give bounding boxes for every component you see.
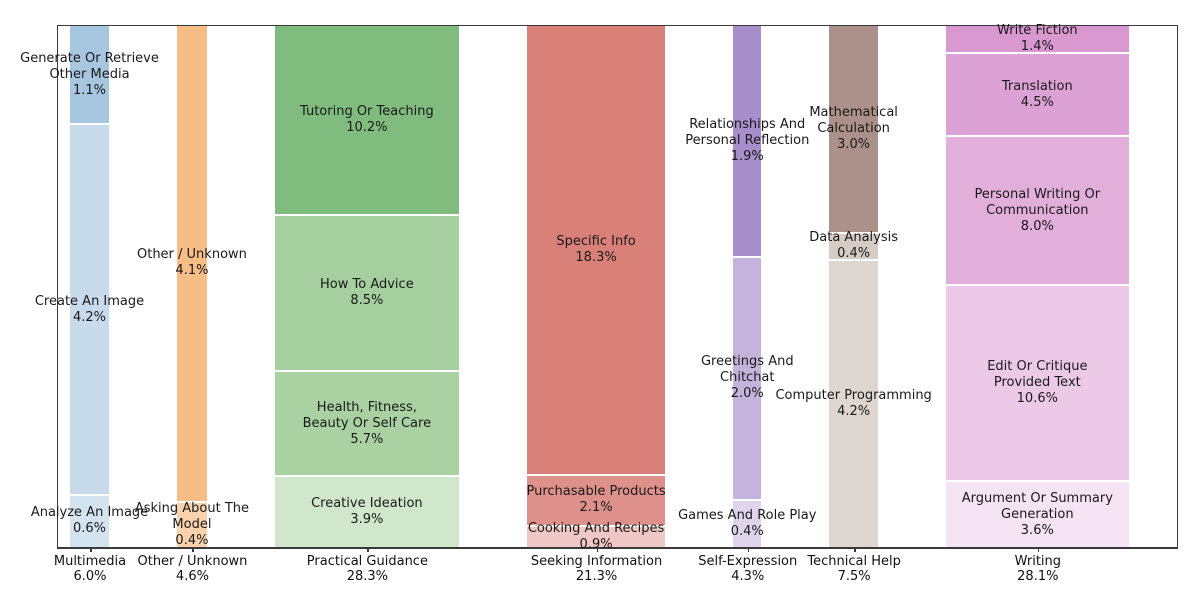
segment-other-unknown: Other / Unknown 4.1% [137,26,247,501]
segment-label-write-fiction: Write Fiction 1.4% [996,22,1078,54]
bar-writing: Write Fiction 1.4% Translation 4.5% Person… [946,22,1129,547]
bar-multimedia: Generate Or Retrieve Other Media 1.1% Cre… [20,26,159,547]
segment-mathematical-calculation: Mathematical Calculation 3.0% [809,26,898,232]
x-tick-multimedia [90,548,92,552]
segment-computer-programming: Computer Programming 4.2% [775,259,932,547]
segment-label-health-fitness-beauty-or-self-care: Health, Fitness, Beauty Or Self Care 5.7… [302,399,432,447]
x-label-other-unknown: Other / Unknown 4.6% [137,554,248,584]
segment-create-an-image: Create An Image 4.2% [35,123,144,494]
bar-technical-help: Mathematical Calculation 3.0% Data Analys… [775,26,932,547]
segment-label-tutoring-or-teaching: Tutoring Or Teaching 10.2% [299,103,434,135]
segment-label-games-and-role-play: Games And Role Play 0.4% [678,507,817,539]
segment-label-asking-about-the-model: Asking About The Model 0.4% [134,500,250,548]
segment-label-data-analysis: Data Analysis 0.4% [809,230,898,262]
segment-label-creative-ideation: Creative Ideation 3.9% [311,496,423,528]
segment-analyze-an-image: Analyze An Image 0.6% [31,494,148,547]
segment-label-analyze-an-image: Analyze An Image 0.6% [30,505,149,537]
segment-tutoring-or-teaching: Tutoring Or Teaching 10.2% [274,26,459,214]
x-label-writing: Writing 28.1% [1014,554,1062,584]
segment-label-edit-or-critique-provided-text: Edit Or Critique Provided Text 10.6% [987,358,1088,406]
bar-self-expression: Relationships And Personal Reflection 1.… [678,26,816,547]
x-tick-seeking-information [596,548,599,552]
segment-label-computer-programming: Computer Programming 4.2% [775,388,932,420]
segment-greetings-and-chitchat: Greetings And Chitchat 2.0% [701,256,794,499]
segment-label-translation: Translation 4.5% [1001,78,1073,110]
segment-label-create-an-image: Create An Image 4.2% [34,293,145,325]
bar-other-unknown: Other / Unknown 4.1% Asking About The Mod… [135,26,249,548]
segment-label-other-unknown: Other / Unknown 4.1% [136,247,247,279]
segment-cooking-and-recipes: Cooking And Recipes 0.9% [526,521,666,552]
segment-label-specific-info: Specific Info 18.3% [556,233,636,265]
plot-area: Generate Or Retrieve Other Media 1.1% Cre… [20,22,1178,552]
segment-label-personal-writing-or-communication: Personal Writing Or Communication 8.0% [974,186,1101,234]
segment-relationships-and-personal-reflection: Relationships And Personal Reflection 1.… [685,26,809,257]
x-tick-practical-guidance [367,548,369,552]
x-tick-self-expression [747,548,750,552]
x-label-multimedia: Multimedia 6.0% [53,554,127,584]
segment-translation: Translation 4.5% [946,51,1129,136]
segment-games-and-role-play: Games And Role Play 0.4% [678,498,816,547]
segment-how-to-advice: How To Advice 8.5% [274,213,459,371]
segment-label-mathematical-calculation: Mathematical Calculation 3.0% [809,104,898,152]
segment-argument-or-summary-generation: Argument Or Summary Generation 3.6% [946,480,1129,547]
segment-label-purchasable-products: Purchasable Products 2.1% [526,484,666,516]
x-label-technical-help: Technical Help 7.5% [807,554,901,584]
segment-data-analysis: Data Analysis 0.4% [809,230,898,261]
segment-personal-writing-or-communication: Personal Writing Or Communication 8.0% [946,135,1129,284]
segment-creative-ideation: Creative Ideation 3.9% [274,475,459,547]
segment-label-relationships-and-personal-reflection: Relationships And Personal Reflection 1.… [685,117,810,165]
segment-purchasable-products: Purchasable Products 2.1% [526,473,666,525]
x-tick-technical-help [854,548,856,552]
x-label-practical-guidance: Practical Guidance 28.3% [306,554,428,584]
segment-health-fitness-beauty-or-self-care: Health, Fitness, Beauty Or Self Care 5.7… [274,370,459,476]
x-tick-writing [1037,548,1040,552]
bar-practical-guidance: Tutoring Or Teaching 10.2% How To Advice … [274,26,459,547]
x-tick-other-unknown [192,548,194,552]
x-label-seeking-information: Seeking Information 21.3% [530,554,663,584]
segment-generate-or-retrieve-other-media: Generate Or Retrieve Other Media 1.1% [20,26,159,124]
segment-label-greetings-and-chitchat: Greetings And Chitchat 2.0% [700,354,794,402]
segment-asking-about-the-model: Asking About The Model 0.4% [135,500,249,548]
segment-edit-or-critique-provided-text: Edit Or Critique Provided Text 10.6% [946,283,1129,481]
segment-label-generate-or-retrieve-other-media: Generate Or Retrieve Other Media 1.1% [20,50,159,98]
bar-seeking-information: Specific Info 18.3% Purchasable Products … [526,26,666,552]
segment-label-argument-or-summary-generation: Argument Or Summary Generation 3.6% [961,490,1113,538]
segment-write-fiction: Write Fiction 1.4% [946,22,1129,54]
x-label-self-expression: Self-Expression 4.3% [698,554,798,584]
segment-label-how-to-advice: How To Advice 8.5% [320,277,414,308]
segment-specific-info: Specific Info 18.3% [526,26,666,474]
